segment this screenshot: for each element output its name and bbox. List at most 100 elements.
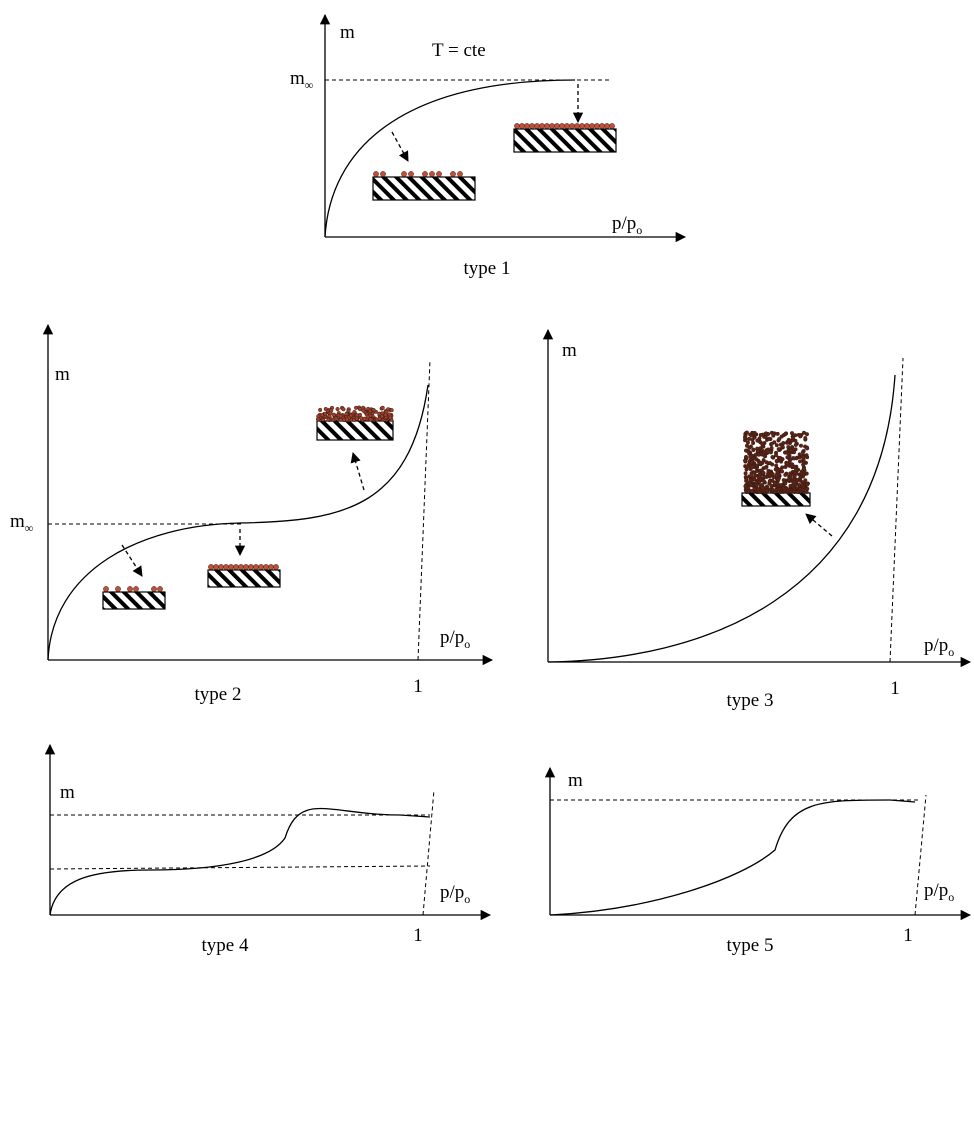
particle [584, 123, 590, 129]
isotherm-curve [547, 374, 896, 663]
m-inf-text: m [290, 68, 305, 89]
particle [774, 463, 779, 468]
x-axis-label: p/po [440, 627, 470, 651]
m-inf-text: m [10, 511, 25, 532]
particle [798, 443, 804, 448]
particle [752, 486, 757, 491]
particle [752, 470, 757, 475]
particle [318, 407, 323, 413]
particle [762, 453, 767, 458]
particle [791, 436, 796, 441]
particle [781, 478, 786, 483]
particle [133, 586, 139, 592]
particle [774, 458, 779, 463]
particle [243, 564, 249, 570]
particle [338, 413, 343, 418]
particle [756, 487, 761, 492]
particle [594, 123, 600, 129]
particle [377, 411, 382, 416]
panel-type-5: m p/po 1 type 5 [544, 766, 972, 956]
panel-type-4: m p/po 1 type 4 [44, 743, 492, 956]
particle [268, 564, 274, 570]
particle [799, 471, 804, 476]
particle [359, 416, 364, 421]
arrow [805, 513, 833, 537]
particle [796, 432, 801, 437]
particle [559, 123, 565, 129]
particle [609, 123, 615, 129]
particle [331, 412, 336, 417]
particle [764, 460, 769, 465]
particle [589, 123, 595, 129]
saturation-line [417, 359, 431, 661]
particle [766, 468, 771, 473]
particle [115, 586, 121, 592]
particle [579, 123, 585, 129]
x-axis-label: p/po [440, 882, 470, 906]
particle [361, 408, 366, 413]
particle [785, 455, 790, 460]
particle [749, 483, 754, 488]
particle [770, 488, 775, 493]
particle [233, 564, 239, 570]
particle [238, 564, 244, 570]
particle [380, 171, 386, 177]
particle [750, 475, 755, 480]
particle [771, 433, 776, 438]
particle [781, 486, 786, 491]
particle [779, 483, 784, 488]
x-axis-label: p/po [924, 635, 954, 659]
particle [762, 475, 767, 480]
particle [354, 413, 360, 418]
particle [263, 564, 269, 570]
m-inf-subscript: ∞ [25, 521, 34, 535]
particle [743, 484, 748, 489]
particle [539, 123, 545, 129]
particle [764, 488, 769, 493]
saturation-line [889, 357, 904, 663]
x-label-text: p/p [440, 882, 464, 903]
particle [524, 123, 530, 129]
particle [341, 417, 347, 422]
particle [779, 459, 784, 464]
particle [769, 441, 774, 446]
saturation-line [422, 789, 435, 916]
panel-type-3: m p/po 1 type 3 [542, 328, 972, 711]
x-axis-label: p/po [924, 880, 954, 904]
panel-type-2: m m∞ p/po 1 type 2 [10, 323, 494, 705]
particle [800, 449, 805, 455]
particle [323, 406, 328, 412]
particle [779, 469, 785, 474]
particle [338, 417, 343, 422]
particle [327, 414, 332, 419]
particle [273, 564, 279, 570]
particle [151, 586, 157, 592]
monolayer-line [49, 865, 431, 870]
particle [772, 480, 777, 485]
condition-label: T = cte [432, 40, 486, 61]
particle [801, 487, 806, 492]
particle [429, 171, 435, 177]
x-label-text: p/p [924, 880, 948, 901]
particle [788, 475, 793, 480]
particle [783, 431, 788, 437]
particle [773, 453, 779, 458]
particle [383, 412, 388, 417]
particle [223, 564, 229, 570]
particle [157, 586, 163, 592]
particle [746, 489, 751, 494]
particle [749, 433, 754, 438]
particle [316, 417, 321, 422]
adsorbate-layers [103, 123, 810, 592]
particle [791, 489, 796, 494]
particle [771, 474, 776, 480]
particle [514, 123, 520, 129]
particle [767, 436, 772, 441]
particle [790, 462, 795, 467]
particle [103, 586, 109, 592]
particle [389, 408, 394, 413]
particle [798, 459, 803, 464]
particle [218, 564, 224, 570]
particle [743, 436, 748, 441]
